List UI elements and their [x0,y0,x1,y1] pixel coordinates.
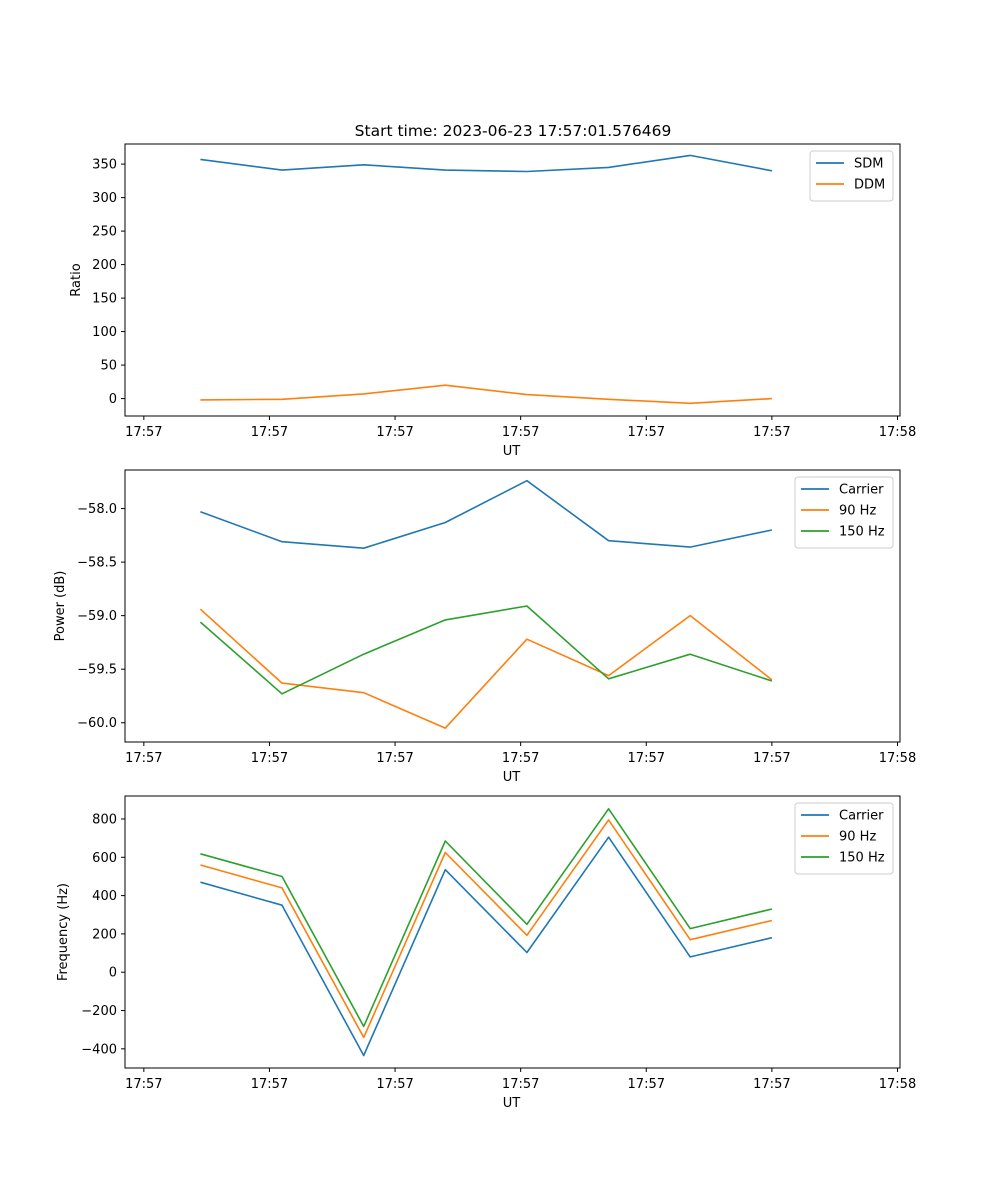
x-tick-label: 17:57 [376,751,413,766]
x-tick-label: 17:58 [879,1077,916,1092]
x-tick-label: 17:57 [502,425,539,440]
legend-label: 90 Hz [839,830,876,845]
y-tick-label: 200 [92,258,117,273]
y-tick-label: 150 [92,292,117,307]
series-line-ddm [200,384,772,405]
y-tick-label: −400 [81,1042,117,1057]
plot-frame [124,795,901,1069]
legend-label: SDM [854,157,883,172]
series-line-150-hz [200,807,773,1028]
power-panel: 17:57 17:57 17:57 17:57 17:57 17:57 17:58 −60.0… [53,469,916,785]
y-axis-label: Power (dB) [53,571,68,642]
y-tick-label: −60.0 [77,716,117,731]
y-tick-label: 250 [92,225,117,240]
y-tick-label: 0 [109,966,117,981]
x-axis-label: UT [503,770,521,785]
x-tick-label: 17:57 [251,1077,288,1092]
series-line-sdm [200,154,773,173]
x-tick-label: 17:57 [628,425,665,440]
series-line-carrier [200,479,773,550]
x-tick-label: 17:57 [628,1077,665,1092]
series-line-90-hz [200,819,773,1039]
x-tick-label: 17:57 [753,1077,790,1092]
y-tick-label: 100 [92,325,117,340]
frequency-panel: 17:57 17:57 17:57 17:57 17:57 17:57 17:58 −400 −… [56,795,916,1111]
y-tick-label: 800 [92,812,117,827]
y-tick-label: −59.0 [77,609,117,624]
x-tick-label: 17:57 [376,425,413,440]
legend-label: Carrier [839,483,884,498]
ratio-panel: 17:57 17:57 17:57 17:57 17:57 17:57 17:58 0 50 10… [69,143,916,459]
y-tick-label: 200 [92,927,117,942]
y-axis-label: Ratio [69,263,84,296]
x-axis-label: UT [503,1096,521,1111]
plot-frame [124,143,901,417]
y-tick-label: −59.5 [77,663,117,678]
x-tick-label: 17:57 [251,425,288,440]
y-tick-label: −200 [81,1004,117,1019]
legend-label: 150 Hz [839,525,885,540]
plot-frame [124,469,901,743]
x-tick-label: 17:57 [376,1077,413,1092]
x-tick-label: 17:57 [251,751,288,766]
legend-label: DDM [854,178,885,193]
chart-title: Start time: 2023-06-23 17:57:01.576469 [355,122,672,140]
x-tick-label: 17:57 [753,425,790,440]
x-tick-label: 17:57 [628,751,665,766]
x-tick-label: 17:57 [125,1077,162,1092]
x-tick-label: 17:57 [502,751,539,766]
series-line-carrier [200,836,773,1057]
series-line-90-hz [199,608,773,729]
x-tick-label: 17:57 [753,751,790,766]
y-tick-label: 0 [109,392,117,407]
x-tick-label: 17:57 [125,425,162,440]
x-tick-label: 17:58 [879,751,916,766]
legend-label: 90 Hz [839,504,876,519]
y-tick-label: 350 [92,158,117,173]
legend-label: Carrier [839,809,884,824]
y-tick-label: −58.5 [77,556,117,571]
y-tick-label: 600 [92,851,117,866]
x-tick-label: 17:57 [502,1077,539,1092]
legend-label: 150 Hz [839,851,885,866]
series-line-150-hz [199,605,773,695]
x-axis-label: UT [503,444,521,459]
y-tick-label: 300 [92,191,117,206]
x-tick-label: 17:58 [879,425,916,440]
x-tick-label: 17:57 [125,751,162,766]
y-tick-label: −58.0 [77,502,117,517]
y-axis-label: Frequency (Hz) [56,883,71,981]
y-tick-label: 400 [92,889,117,904]
y-tick-label: 50 [100,359,117,374]
